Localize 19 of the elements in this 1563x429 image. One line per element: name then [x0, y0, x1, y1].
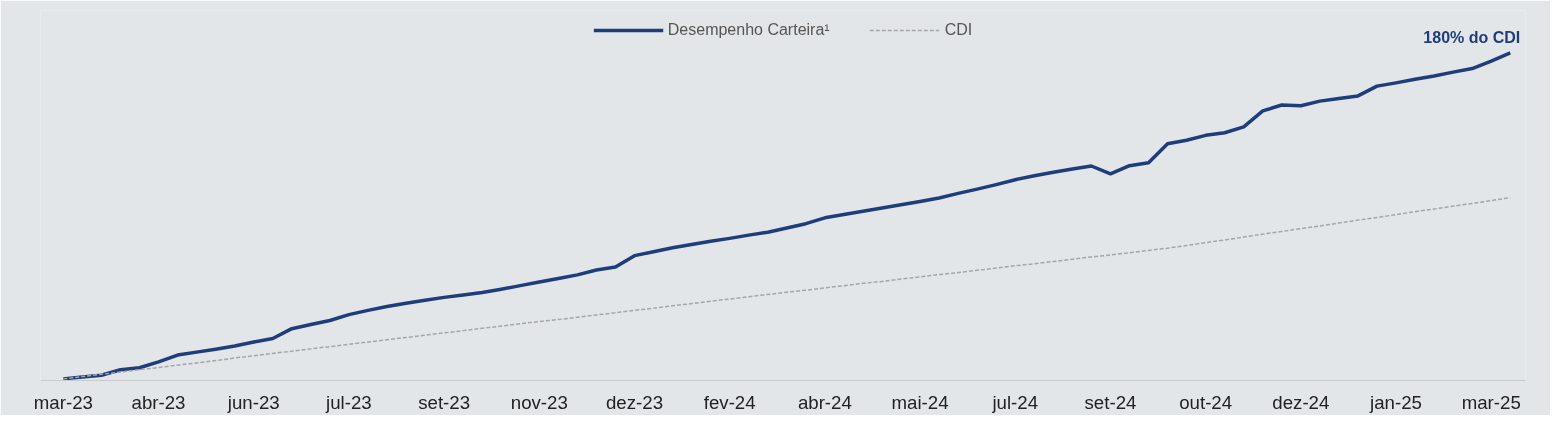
x-tick-label: set-23 [418, 391, 471, 413]
legend-label: CDI [944, 21, 973, 39]
x-tick-label: abr-23 [131, 391, 186, 413]
x-tick-label: dez-23 [605, 391, 664, 413]
x-tick-label: mar-25 [1461, 391, 1521, 413]
x-tick-label: dez-24 [1272, 391, 1330, 413]
x-tick-label: jan-25 [1369, 391, 1422, 413]
x-tick-label: jul-24 [991, 391, 1039, 413]
x-tick-label: mar-23 [33, 391, 93, 413]
x-tick-label: mai-24 [891, 391, 949, 413]
x-tick-label: nov-23 [510, 391, 568, 413]
text: 180% do CDI [1423, 28, 1521, 46]
x-tick-label: abr-24 [797, 391, 852, 413]
x-tick-label: jun-23 [226, 391, 280, 413]
x-tick-label: fev-24 [703, 391, 756, 413]
x-tick-label: out-24 [1179, 391, 1233, 413]
legend-label: Desempenho Carteira¹ [667, 21, 830, 39]
x-tick-label: jul-23 [325, 391, 372, 413]
x-tick-label: set-24 [1084, 391, 1137, 413]
